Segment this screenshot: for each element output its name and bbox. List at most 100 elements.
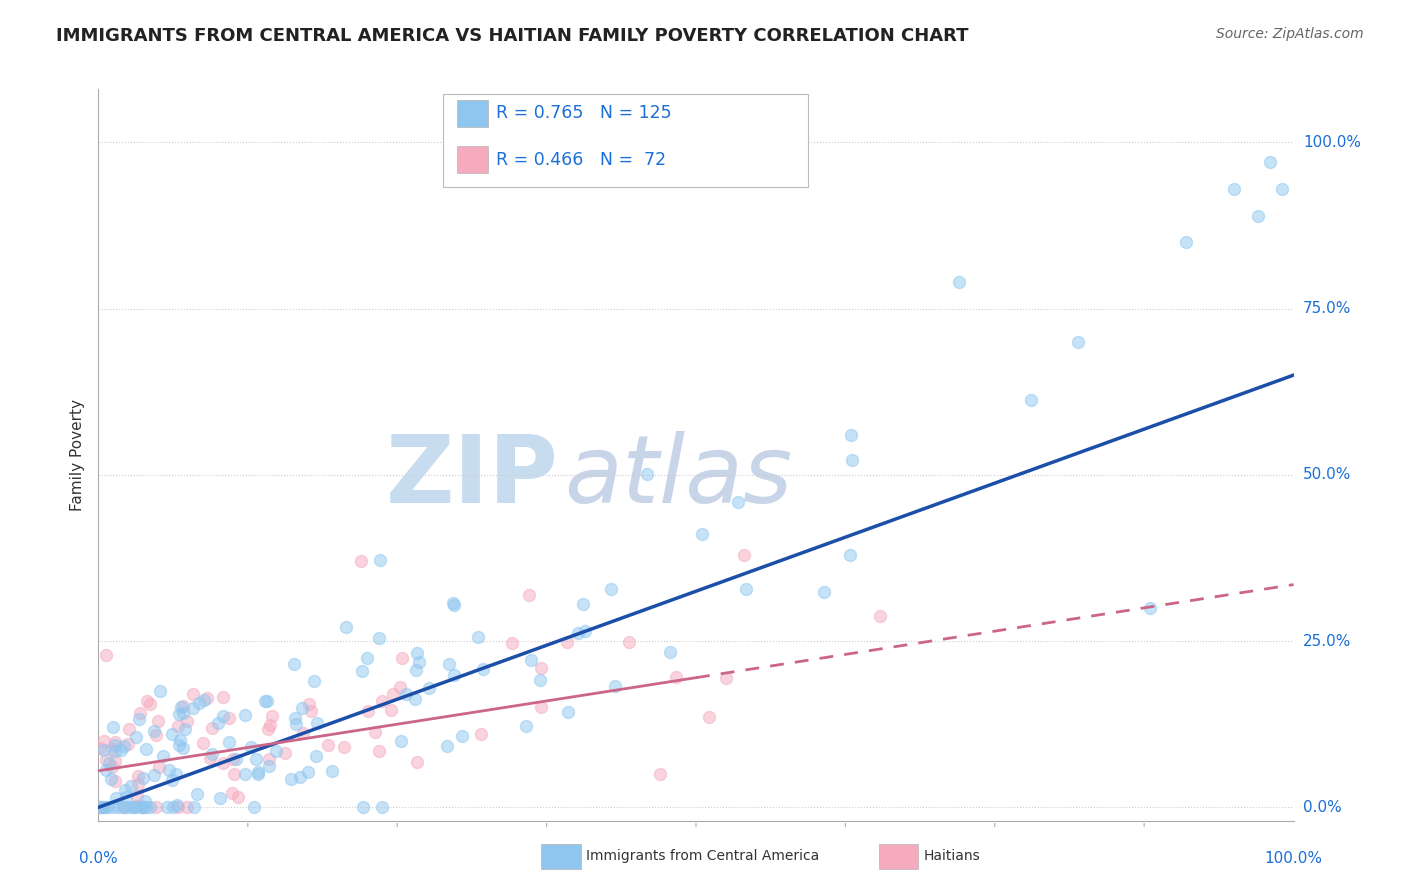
Point bbox=[665, 670, 688, 684]
Point bbox=[305, 748, 328, 763]
Point bbox=[148, 759, 170, 773]
Point bbox=[209, 791, 232, 805]
Point bbox=[838, 548, 860, 562]
Point bbox=[256, 694, 278, 708]
Text: 25.0%: 25.0% bbox=[1303, 633, 1351, 648]
Point bbox=[131, 800, 153, 814]
Point bbox=[284, 711, 307, 725]
Point bbox=[288, 770, 311, 784]
Point bbox=[690, 526, 713, 541]
Point bbox=[193, 693, 215, 707]
Text: Haitians: Haitians bbox=[924, 849, 980, 863]
Y-axis label: Family Poverty: Family Poverty bbox=[70, 399, 86, 511]
Point bbox=[617, 634, 640, 648]
Point bbox=[166, 719, 188, 733]
Point bbox=[391, 650, 413, 665]
Point bbox=[451, 729, 474, 743]
Point bbox=[162, 800, 184, 814]
Point bbox=[1175, 235, 1198, 249]
Point bbox=[97, 800, 120, 814]
Point bbox=[120, 779, 142, 793]
Point bbox=[714, 671, 737, 685]
Point bbox=[368, 744, 391, 758]
Point bbox=[291, 725, 314, 739]
Point bbox=[813, 585, 835, 599]
Point bbox=[226, 789, 249, 804]
Point bbox=[382, 687, 405, 701]
Point bbox=[395, 687, 418, 701]
Point bbox=[115, 789, 138, 804]
Point bbox=[572, 597, 595, 611]
Point bbox=[201, 747, 224, 761]
Point bbox=[176, 714, 198, 729]
Point bbox=[530, 661, 553, 675]
Text: 0.0%: 0.0% bbox=[1303, 800, 1341, 814]
Point bbox=[183, 701, 205, 715]
Point bbox=[211, 690, 233, 704]
Point bbox=[101, 720, 124, 734]
Point bbox=[162, 773, 184, 788]
Point bbox=[368, 553, 391, 567]
Point bbox=[124, 800, 146, 814]
Point bbox=[212, 756, 235, 771]
Point bbox=[207, 715, 229, 730]
Point bbox=[101, 800, 124, 814]
Point bbox=[530, 700, 553, 714]
Point bbox=[104, 739, 127, 753]
Text: 50.0%: 50.0% bbox=[1303, 467, 1351, 483]
Point bbox=[335, 620, 357, 634]
Point bbox=[352, 664, 374, 678]
Point bbox=[388, 680, 411, 694]
Point bbox=[574, 624, 596, 638]
Text: ZIP: ZIP bbox=[385, 431, 558, 523]
Text: 100.0%: 100.0% bbox=[1264, 851, 1323, 866]
Point bbox=[257, 759, 280, 773]
Point bbox=[173, 723, 195, 737]
Point bbox=[406, 755, 429, 769]
Point bbox=[333, 740, 356, 755]
Point bbox=[97, 756, 120, 770]
Point bbox=[193, 736, 215, 750]
Point bbox=[321, 764, 343, 779]
Point bbox=[104, 791, 127, 805]
Point bbox=[254, 693, 277, 707]
Point bbox=[169, 733, 191, 747]
Point bbox=[186, 787, 208, 801]
Point bbox=[222, 752, 245, 766]
Point bbox=[118, 722, 141, 736]
Point bbox=[636, 467, 658, 481]
Point bbox=[841, 453, 863, 467]
Point bbox=[515, 718, 537, 732]
Point bbox=[264, 743, 287, 757]
Point bbox=[221, 786, 243, 800]
Point bbox=[283, 657, 305, 671]
Point bbox=[93, 733, 115, 747]
Point bbox=[299, 704, 322, 718]
Point bbox=[371, 694, 394, 708]
Point bbox=[391, 733, 413, 747]
Point bbox=[735, 582, 758, 596]
Text: atlas: atlas bbox=[565, 432, 793, 523]
Point bbox=[356, 651, 378, 665]
Point bbox=[91, 800, 114, 814]
Point bbox=[146, 714, 169, 729]
Point bbox=[93, 742, 115, 756]
Point bbox=[363, 724, 385, 739]
Point bbox=[648, 767, 672, 781]
Point bbox=[247, 765, 270, 780]
Point bbox=[152, 748, 174, 763]
Point bbox=[501, 636, 523, 650]
Point bbox=[90, 800, 112, 814]
Point bbox=[260, 708, 283, 723]
Point bbox=[136, 694, 159, 708]
Point bbox=[212, 708, 235, 723]
Point bbox=[145, 800, 167, 814]
Point bbox=[149, 684, 172, 698]
Point bbox=[94, 753, 117, 767]
Point bbox=[599, 582, 621, 596]
Point bbox=[437, 657, 460, 672]
Point bbox=[274, 746, 297, 760]
Point bbox=[408, 655, 430, 669]
Point bbox=[132, 771, 155, 785]
Text: R = 0.466   N =  72: R = 0.466 N = 72 bbox=[496, 151, 666, 169]
